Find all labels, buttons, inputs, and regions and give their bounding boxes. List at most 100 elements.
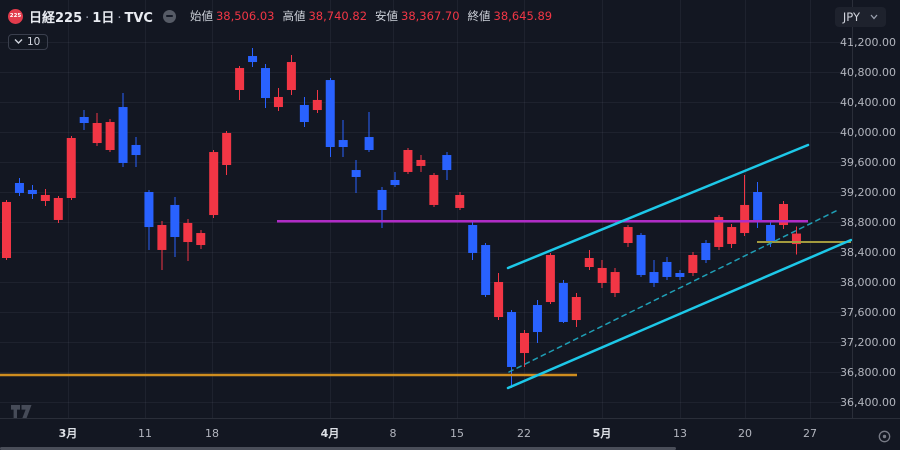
candle — [131, 137, 141, 168]
candle-body-up — [429, 174, 439, 205]
horizontal-scrollbar[interactable] — [0, 447, 676, 450]
candle-body-up — [416, 159, 426, 166]
candle-body-down — [14, 183, 24, 193]
candle — [416, 155, 426, 172]
candle — [118, 93, 128, 168]
candle — [507, 309, 517, 388]
channel-mid-dashed-line[interactable] — [508, 209, 839, 373]
candle-body-up — [584, 258, 594, 267]
candle — [494, 273, 504, 321]
candle — [545, 252, 555, 304]
candle — [688, 252, 698, 276]
channel-upper-line[interactable] — [506, 143, 810, 270]
ohlc-readout: 始値 38,506.03 高値 38,740.82 安値 38,367.70 終値 38… — [190, 8, 552, 24]
time-axis-label: 11 — [138, 427, 152, 440]
legend-collapse-button[interactable]: 10 — [8, 33, 49, 50]
candle — [623, 225, 633, 247]
time-axis-label: 3月 — [59, 427, 78, 440]
price-axis-label: 38,800.00 — [840, 216, 896, 229]
candle — [390, 171, 400, 187]
currency-selector-button[interactable]: JPY — [834, 7, 886, 27]
axis-separators — [0, 0, 900, 419]
price-axis-label: 39,200.00 — [840, 186, 896, 199]
exchange-label: TVC — [124, 10, 153, 26]
candle — [27, 185, 37, 199]
candle-body-up — [520, 333, 529, 354]
candle — [248, 48, 258, 67]
candle-body-up — [727, 227, 737, 244]
candle — [558, 279, 568, 324]
time-axis-label: 5月 — [593, 427, 612, 440]
candle-body-down — [325, 80, 335, 147]
candle-body-down — [390, 180, 400, 186]
interval-label: 1日 — [92, 10, 115, 26]
candle-body-up — [791, 233, 801, 245]
drawings-layer — [0, 143, 853, 390]
tradingview-watermark-logo[interactable] — [11, 404, 32, 419]
price-axis-label: 40,800.00 — [840, 66, 896, 79]
candle — [532, 300, 542, 343]
candle — [273, 87, 283, 111]
time-axis-label: 4月 — [321, 427, 340, 440]
candle-body-up — [403, 150, 413, 172]
axis-settings-gear-icon[interactable] — [877, 429, 892, 444]
symbol-title[interactable]: 日経225 · 1日 · TVC — [29, 7, 153, 26]
candle — [701, 240, 711, 264]
candle-body-down — [532, 305, 542, 333]
candle-body-down — [299, 105, 309, 123]
candle-body-down — [131, 144, 141, 156]
candle — [351, 159, 361, 193]
time-axis-label: 8 — [390, 427, 397, 440]
candle — [364, 111, 374, 153]
time-axis-label: 18 — [205, 427, 219, 440]
channel-lower-line[interactable] — [506, 238, 853, 390]
price-axis-label: 38,000.00 — [840, 276, 896, 289]
market-status-icon[interactable] — [162, 9, 176, 23]
candle-body-down — [468, 225, 478, 253]
time-axis-label: 27 — [803, 427, 817, 440]
candle — [79, 110, 89, 130]
candle — [520, 330, 529, 367]
candle-body-down — [261, 68, 270, 99]
candle-body-up — [688, 255, 698, 273]
candle — [455, 192, 465, 210]
candle-body-up — [455, 195, 465, 208]
candle — [222, 131, 232, 175]
symbol-logo-icon: 225 — [8, 8, 23, 24]
candle-body-up — [714, 216, 724, 247]
candle — [2, 200, 11, 261]
candle-body-up — [740, 204, 750, 234]
candle — [791, 226, 801, 255]
candle-body-down — [170, 204, 180, 237]
price-axis-label: 41,200.00 — [840, 36, 896, 49]
candle-body-down — [27, 189, 37, 195]
time-axis[interactable]: 3月 11 18 4月 8 15 22 5月 13 20 27 — [0, 418, 900, 450]
time-axis-label: 22 — [517, 427, 531, 440]
candle — [183, 219, 193, 261]
candle — [468, 222, 478, 261]
candle-body-up — [571, 297, 581, 321]
candle-body-up — [235, 68, 245, 90]
candle — [53, 195, 63, 223]
candle-body-down — [481, 245, 491, 295]
candle — [286, 54, 296, 96]
candle-body-up — [66, 138, 76, 198]
price-axis[interactable]: 41,200.00 40,800.00 40,400.00 40,000.00 39,6… — [840, 0, 900, 418]
candle — [403, 147, 413, 174]
price-axis-label: 36,800.00 — [840, 366, 896, 379]
candle-body-down — [636, 234, 646, 276]
candle — [235, 66, 245, 100]
candle-body-up — [597, 267, 607, 283]
candle — [571, 293, 581, 327]
price-axis-label: 37,200.00 — [840, 336, 896, 349]
candle-body-down — [507, 312, 517, 367]
candle-body-up — [2, 201, 11, 258]
candle-body-down — [649, 272, 659, 283]
candle-body-down — [79, 117, 89, 123]
candle-body-down — [248, 56, 258, 63]
symbol-name: 日経225 — [29, 10, 83, 26]
candle — [584, 249, 594, 270]
candle — [649, 260, 659, 288]
